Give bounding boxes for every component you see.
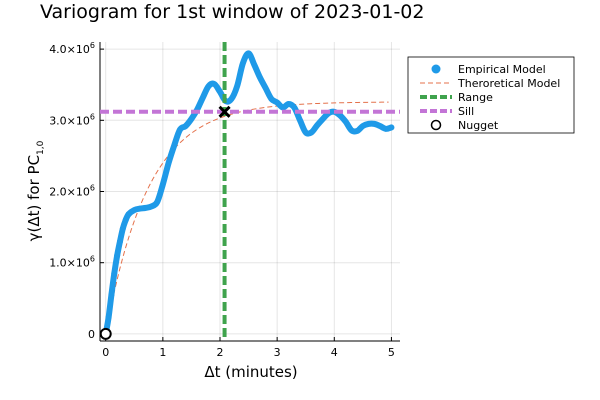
empirical-point [122,216,129,223]
y-ticks: 0 1.0×106 2.0×106 3.0×106 4.0×106 [49,41,104,341]
y-tick-label: 3.0×106 [49,112,95,127]
nugget-point [99,327,112,340]
legend-label: Theroretical Model [457,77,560,90]
x-tick-label: 3 [274,346,281,359]
x-tick-label: 4 [331,346,338,359]
x-tick-label: 2 [217,346,224,359]
empirical-point [114,252,121,259]
empirical-model-line [102,50,395,337]
legend-symbol-empirical [431,64,441,74]
grid-lines [100,42,400,341]
plot-area [99,42,400,341]
legend-label: Empirical Model [458,63,546,76]
empirical-point [111,270,118,277]
chart-title: Variogram for 1st window of 2023-01-02 [40,1,424,23]
legend-label: Sill [458,105,474,118]
theoretical-model-line [105,101,389,334]
range-marker [218,105,231,118]
y-tick-label: 4.0×106 [49,41,95,56]
y-axis-label: γ(Δt) for PC1,0 [25,140,46,241]
empirical-point [117,238,123,245]
x-ticks: 0 1 2 3 4 5 [102,337,395,359]
y-tick-label: 0 [88,328,95,341]
legend-label: Range [458,91,493,104]
y-tick-label: 2.0×106 [49,184,95,199]
empirical-point [125,211,132,218]
x-tick-label: 0 [102,346,109,359]
x-axis-label: Δt (minutes) [204,363,297,381]
empirical-point [119,225,126,232]
y-tick-label: 1.0×106 [49,255,95,270]
legend-label: Nugget [458,119,499,132]
empirical-point [105,314,112,321]
x-tick-label: 1 [159,346,166,359]
legend-symbol-nugget [430,119,442,131]
empirical-point [108,291,115,298]
x-tick-label: 5 [388,346,395,359]
